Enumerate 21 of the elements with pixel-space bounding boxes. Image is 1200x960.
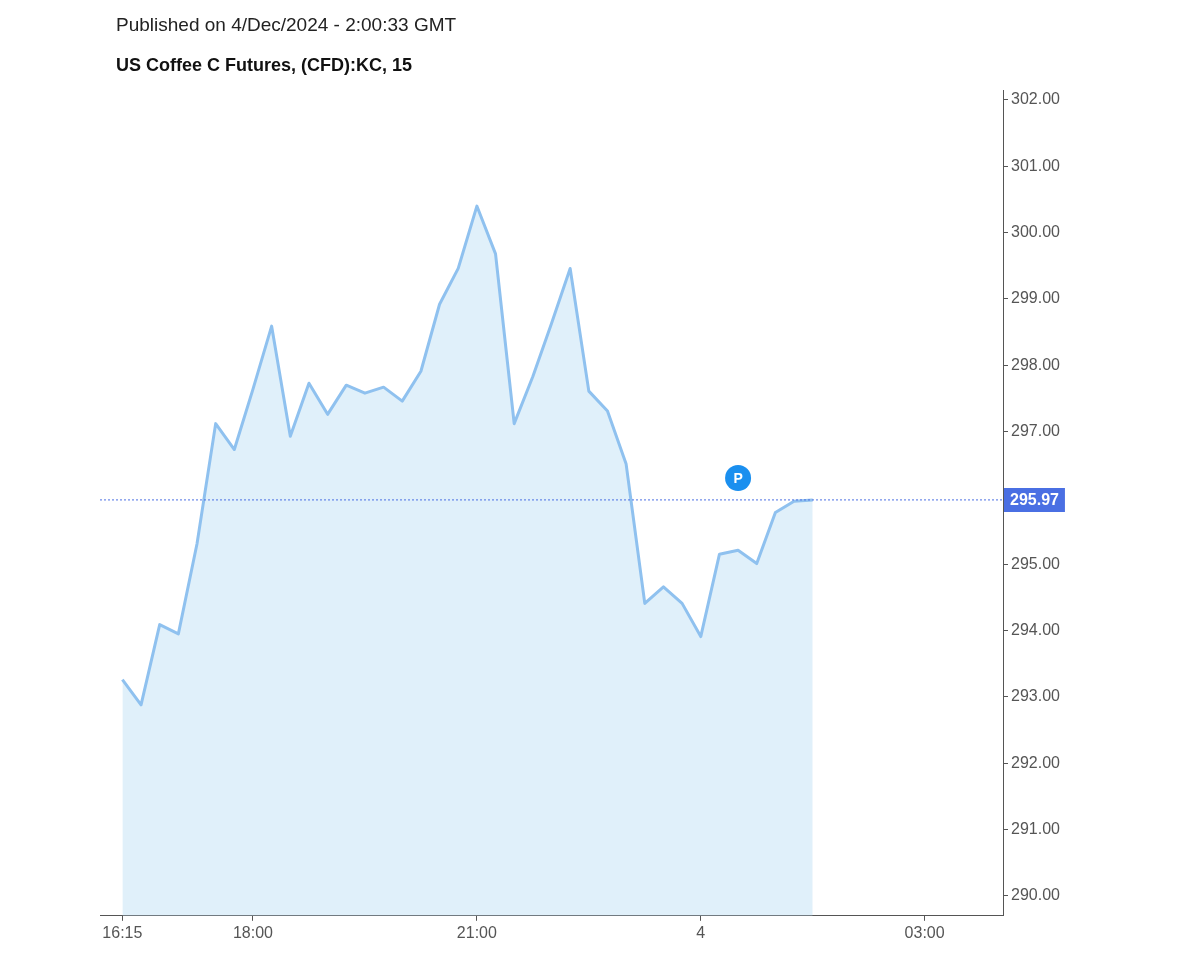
y-tick-label: 299.00 — [1011, 289, 1061, 307]
ref-line-label: 295.97 — [1010, 491, 1060, 509]
y-tick-label: 301.00 — [1011, 156, 1061, 174]
chart-title: US Coffee C Futures, (CFD):KC, 15 — [116, 55, 413, 76]
y-tick-label: 298.00 — [1011, 355, 1061, 373]
x-tick-label: 16:15 — [102, 923, 143, 941]
y-tick-label: 294.00 — [1011, 620, 1061, 638]
x-tick-label: 4 — [696, 923, 706, 941]
y-tick-label: 297.00 — [1011, 422, 1061, 439]
y-tick-label: 300.00 — [1011, 223, 1061, 241]
x-tick-label: 21:00 — [456, 923, 497, 941]
y-tick-label: 293.00 — [1011, 687, 1061, 705]
y-tick-label: 295.00 — [1011, 554, 1061, 572]
x-tick-label: 03:00 — [904, 923, 945, 941]
y-tick-label: 291.00 — [1011, 819, 1061, 837]
y-tick-label: 302.00 — [1011, 90, 1061, 108]
annotation: P — [733, 469, 743, 486]
chart-subtitle: Published on 4/Dec/2024 - 2:00:33 GMT — [116, 14, 457, 36]
y-tick-label: 290.00 — [1011, 886, 1061, 904]
x-tick-label: 18:00 — [232, 923, 274, 941]
y-tick-label: 292.00 — [1011, 753, 1061, 771]
